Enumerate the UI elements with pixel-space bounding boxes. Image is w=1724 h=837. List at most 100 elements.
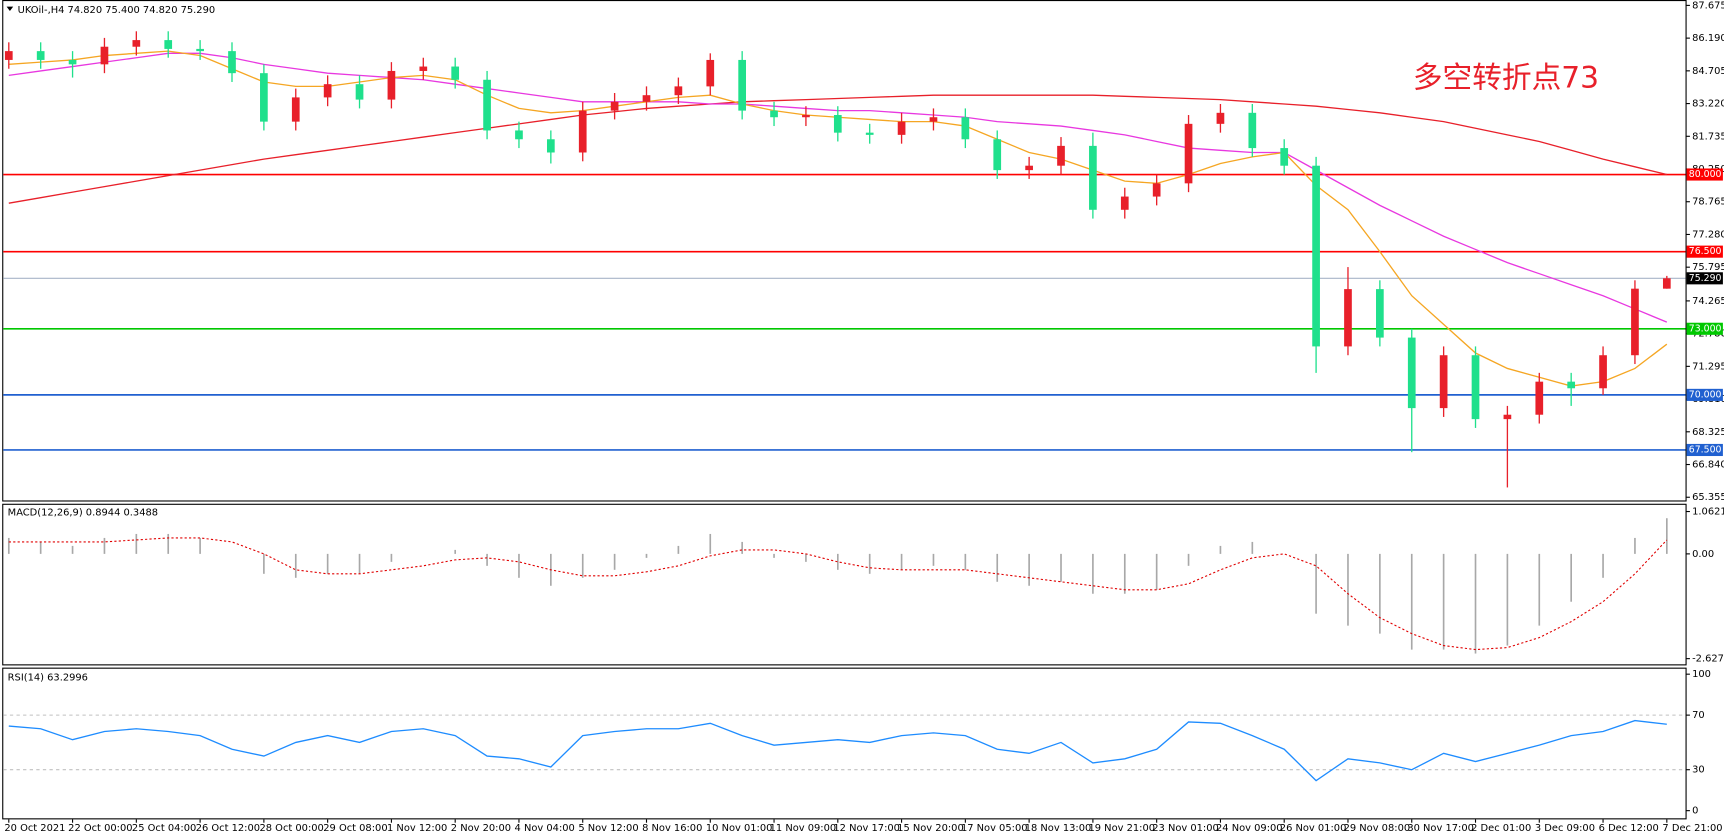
macd-title: MACD(12,26,9) 0.8944 0.3488 xyxy=(8,508,158,519)
price-tag-label: 76.500 xyxy=(1689,246,1722,257)
candle-body xyxy=(1407,337,1416,409)
x-tick-label: 29 Oct 08:00 xyxy=(323,823,387,834)
x-tick-label: 25 Oct 04:00 xyxy=(132,823,196,834)
candle-body xyxy=(738,59,747,111)
x-tick-label: 26 Nov 01:00 xyxy=(1280,823,1347,834)
price-tag xyxy=(1686,272,1723,285)
y-tick-label: 78.765 xyxy=(1692,197,1724,208)
candle-body xyxy=(770,110,778,118)
x-tick-label: 8 Nov 16:00 xyxy=(642,823,702,834)
candle-body xyxy=(1535,381,1544,415)
y-tick-label: 77.280 xyxy=(1692,229,1724,240)
candle-body xyxy=(802,115,810,118)
y-tick-label: 74.265 xyxy=(1692,296,1724,307)
y-tick-label: 0.00 xyxy=(1692,549,1714,560)
x-tick-label: 30 Nov 17:00 xyxy=(1407,823,1474,834)
price-tag xyxy=(1686,388,1723,401)
x-tick-label: 10 Nov 01:00 xyxy=(706,823,773,834)
candle-body xyxy=(1662,278,1671,289)
candle-body xyxy=(1599,355,1607,389)
candle-body xyxy=(260,73,268,122)
moving-average xyxy=(8,94,1667,204)
candle-body xyxy=(865,132,874,135)
price-tag-label: 80.000 xyxy=(1689,169,1722,180)
y-tick-label: 65.355 xyxy=(1692,492,1724,503)
y-tick-label: 86.190 xyxy=(1692,33,1724,44)
price-tag xyxy=(1686,322,1723,335)
y-tick-label: 100 xyxy=(1692,669,1711,680)
y-tick-label: 71.295 xyxy=(1692,361,1724,372)
x-tick-label: 29 Nov 08:00 xyxy=(1344,823,1411,834)
candle-body xyxy=(1120,196,1129,210)
x-tick-label: 20 Oct 2021 xyxy=(4,823,65,834)
candle-body xyxy=(1312,165,1320,347)
x-tick-label: 15 Nov 20:00 xyxy=(897,823,964,834)
candle-body xyxy=(1184,123,1193,184)
y-tick-label: 81.735 xyxy=(1692,131,1724,142)
candle-body xyxy=(515,130,523,140)
y-tick-label: 1.0621 xyxy=(1692,507,1724,518)
price-tag xyxy=(1686,443,1723,457)
x-tick-label: 4 Nov 04:00 xyxy=(515,823,575,834)
x-tick-label: 11 Nov 09:00 xyxy=(770,823,837,834)
x-tick-label: 2 Dec 01:00 xyxy=(1471,823,1531,834)
y-tick-label: 30 xyxy=(1692,765,1705,776)
rsi-panel-frame xyxy=(2,667,1687,820)
x-tick-label: 6 Dec 12:00 xyxy=(1599,823,1659,834)
candle-body xyxy=(387,70,396,100)
y-tick-label: 83.220 xyxy=(1692,99,1724,110)
candle-body xyxy=(610,101,619,111)
candle-body xyxy=(897,121,906,135)
candle-body xyxy=(1216,112,1225,124)
menu-arrow[interactable] xyxy=(6,6,14,11)
candle-body xyxy=(1089,145,1097,210)
candle-body xyxy=(1152,183,1161,197)
candle-body xyxy=(419,66,428,71)
candle-body xyxy=(1344,289,1352,347)
x-tick-label: 2 Nov 20:00 xyxy=(451,823,511,834)
candle-body xyxy=(68,59,77,65)
candle-body xyxy=(1248,112,1257,149)
candle-body xyxy=(1503,414,1512,420)
x-tick-label: 22 Oct 00:00 xyxy=(68,823,132,834)
candle-body xyxy=(993,139,1002,171)
candle-body xyxy=(100,46,109,65)
x-tick-label: 19 Nov 21:00 xyxy=(1088,823,1155,834)
candle-body xyxy=(1057,145,1065,166)
candle-body xyxy=(4,51,13,60)
x-tick-label: 26 Oct 12:00 xyxy=(196,823,260,834)
candle-body xyxy=(1025,165,1033,171)
x-tick-label: 17 Nov 05:00 xyxy=(961,823,1028,834)
x-tick-label: 1 Nov 12:00 xyxy=(387,823,447,834)
price-tag xyxy=(1686,245,1723,258)
candle-body xyxy=(1280,148,1289,166)
candle-body xyxy=(961,117,970,140)
y-tick-label: -2.6276 xyxy=(1692,654,1724,665)
x-tick-label: 5 Nov 12:00 xyxy=(578,823,638,834)
x-tick-label: 18 Nov 13:00 xyxy=(1025,823,1092,834)
candle-body xyxy=(228,51,236,74)
x-tick-label: 12 Nov 17:00 xyxy=(833,823,900,834)
candle-body xyxy=(196,48,204,52)
y-tick-label: 0 xyxy=(1692,806,1698,817)
price-panel-frame xyxy=(2,0,1687,502)
candle-body xyxy=(483,79,491,131)
candle-body xyxy=(578,110,587,153)
y-tick-label: 84.705 xyxy=(1692,66,1724,77)
y-tick-label: 87.675 xyxy=(1692,0,1724,11)
price-tag-label: 70.000 xyxy=(1689,389,1722,400)
candle-body xyxy=(1439,355,1448,409)
candle-body xyxy=(36,51,45,60)
rsi-line xyxy=(8,719,1667,782)
rsi-title: RSI(14) 63.2996 xyxy=(8,673,88,684)
candle-body xyxy=(929,117,938,122)
y-tick-label: 70 xyxy=(1692,710,1705,721)
annotation: 多空转折点73 xyxy=(1413,61,1599,96)
candle-body xyxy=(355,84,364,100)
symbol-header: UKOil-,H4 74.820 75.400 74.820 75.290 xyxy=(18,5,216,16)
x-tick-label: 3 Dec 09:00 xyxy=(1535,823,1595,834)
y-tick-label: 66.840 xyxy=(1692,460,1724,471)
